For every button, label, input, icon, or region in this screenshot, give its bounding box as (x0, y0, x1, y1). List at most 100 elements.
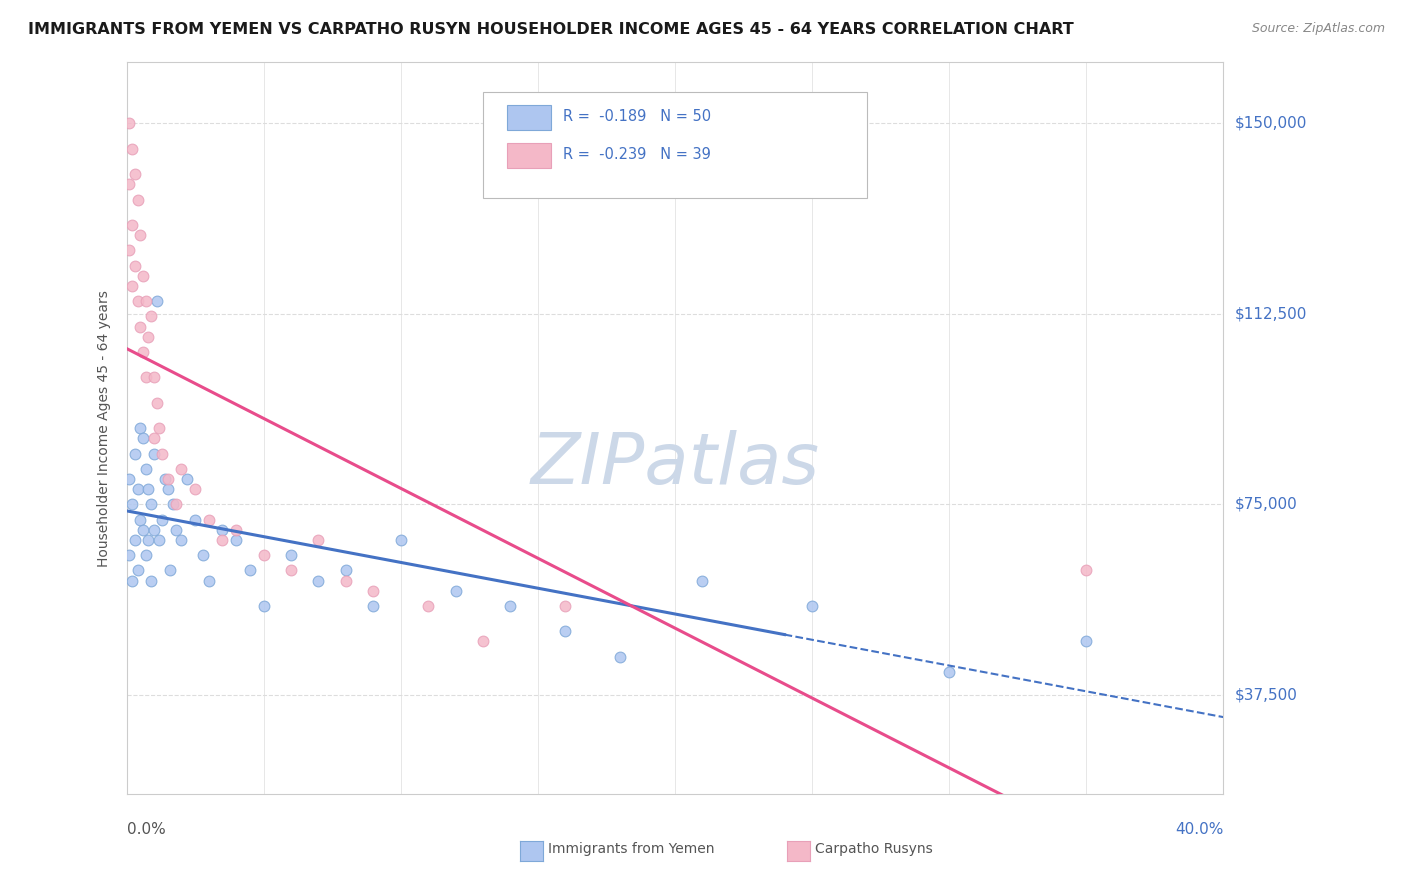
Text: 40.0%: 40.0% (1175, 822, 1223, 837)
Point (118, 548, 141, 562)
Point (162, 497, 184, 511)
Text: $150,000: $150,000 (1234, 116, 1306, 131)
Point (156, 472, 179, 486)
Point (280, 563, 302, 577)
Text: Source: ZipAtlas.com: Source: ZipAtlas.com (1251, 22, 1385, 36)
Point (554, 599, 576, 613)
Point (138, 533, 160, 547)
Point (135, 294, 157, 309)
Point (150, 512, 173, 526)
Point (176, 472, 198, 486)
Point (225, 533, 247, 547)
Point (132, 345, 155, 359)
Point (132, 268, 155, 283)
Point (118, 244, 141, 258)
Point (118, 178, 141, 192)
Point (170, 533, 193, 547)
FancyBboxPatch shape (484, 92, 866, 198)
Text: Carpatho Rusyns: Carpatho Rusyns (815, 842, 934, 856)
Point (129, 421, 152, 435)
Point (148, 421, 170, 435)
Point (145, 396, 167, 410)
Point (127, 294, 149, 309)
Point (124, 259, 146, 273)
Point (153, 472, 176, 486)
Point (129, 512, 152, 526)
Point (1076, 563, 1098, 577)
Point (253, 548, 276, 562)
Text: $75,000: $75,000 (1234, 497, 1298, 512)
Text: $37,500: $37,500 (1234, 688, 1298, 702)
Text: 0.0%: 0.0% (127, 822, 166, 837)
Point (145, 294, 167, 309)
Point (135, 370, 157, 384)
FancyBboxPatch shape (508, 143, 551, 168)
Point (444, 583, 467, 598)
Point (184, 482, 207, 496)
Point (170, 462, 193, 476)
Point (121, 142, 143, 156)
Point (938, 665, 960, 679)
Point (143, 523, 166, 537)
Point (239, 563, 262, 577)
Point (418, 599, 440, 613)
Point (143, 431, 166, 445)
Text: ZIPatlas: ZIPatlas (530, 430, 820, 500)
Point (124, 533, 146, 547)
Point (135, 462, 157, 476)
Point (363, 599, 385, 613)
Point (138, 482, 160, 496)
Point (129, 228, 152, 243)
Point (609, 649, 631, 664)
Point (197, 512, 219, 526)
Point (127, 482, 149, 496)
Point (141, 574, 163, 588)
Point (197, 574, 219, 588)
Text: IMMIGRANTS FROM YEMEN VS CARPATHO RUSYN HOUSEHOLDER INCOME AGES 45 - 64 YEARS CO: IMMIGRANTS FROM YEMEN VS CARPATHO RUSYN … (28, 22, 1074, 37)
Point (156, 482, 179, 496)
Point (121, 279, 143, 293)
Point (308, 574, 330, 588)
Y-axis label: Householder Income Ages 45 - 64 years: Householder Income Ages 45 - 64 years (97, 290, 111, 566)
Point (132, 431, 155, 445)
Point (143, 446, 166, 460)
Point (499, 599, 522, 613)
Point (165, 523, 187, 537)
FancyBboxPatch shape (508, 105, 551, 129)
Point (211, 533, 233, 547)
Point (141, 310, 163, 324)
Text: R =  -0.239   N = 39: R = -0.239 N = 39 (562, 147, 711, 162)
Text: $112,500: $112,500 (1234, 306, 1306, 321)
Point (148, 533, 170, 547)
Point (165, 497, 187, 511)
Point (211, 523, 233, 537)
Point (127, 563, 149, 577)
Point (129, 319, 152, 334)
Point (121, 218, 143, 232)
Point (554, 624, 576, 639)
Text: R =  -0.189   N = 50: R = -0.189 N = 50 (562, 109, 711, 124)
Point (150, 446, 173, 460)
Point (138, 329, 160, 343)
Point (193, 548, 215, 562)
Point (135, 548, 157, 562)
Point (363, 583, 385, 598)
Point (335, 574, 357, 588)
Point (124, 446, 146, 460)
Point (308, 533, 330, 547)
Point (280, 548, 302, 562)
Point (121, 497, 143, 511)
Text: Immigrants from Yemen: Immigrants from Yemen (548, 842, 714, 856)
Point (1076, 634, 1098, 648)
Point (184, 512, 207, 526)
Point (127, 193, 149, 207)
Point (124, 167, 146, 181)
Point (132, 523, 155, 537)
Point (225, 523, 247, 537)
Point (801, 599, 824, 613)
Point (118, 472, 141, 486)
Point (141, 497, 163, 511)
Point (118, 116, 141, 130)
Point (389, 533, 412, 547)
Point (159, 563, 181, 577)
